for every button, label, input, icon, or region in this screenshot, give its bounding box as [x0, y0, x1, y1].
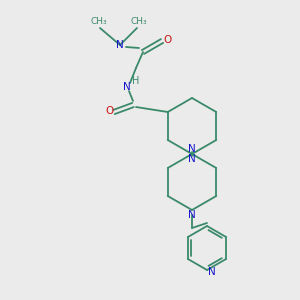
Text: N: N — [123, 82, 131, 92]
Text: CH₃: CH₃ — [91, 17, 107, 26]
Text: N: N — [116, 40, 124, 50]
Text: N: N — [188, 144, 196, 154]
Text: N: N — [188, 210, 196, 220]
Text: O: O — [163, 35, 171, 45]
Text: N: N — [208, 267, 216, 277]
Text: CH₃: CH₃ — [131, 17, 147, 26]
Text: O: O — [105, 106, 113, 116]
Text: N: N — [188, 154, 196, 164]
Text: H: H — [132, 76, 140, 86]
